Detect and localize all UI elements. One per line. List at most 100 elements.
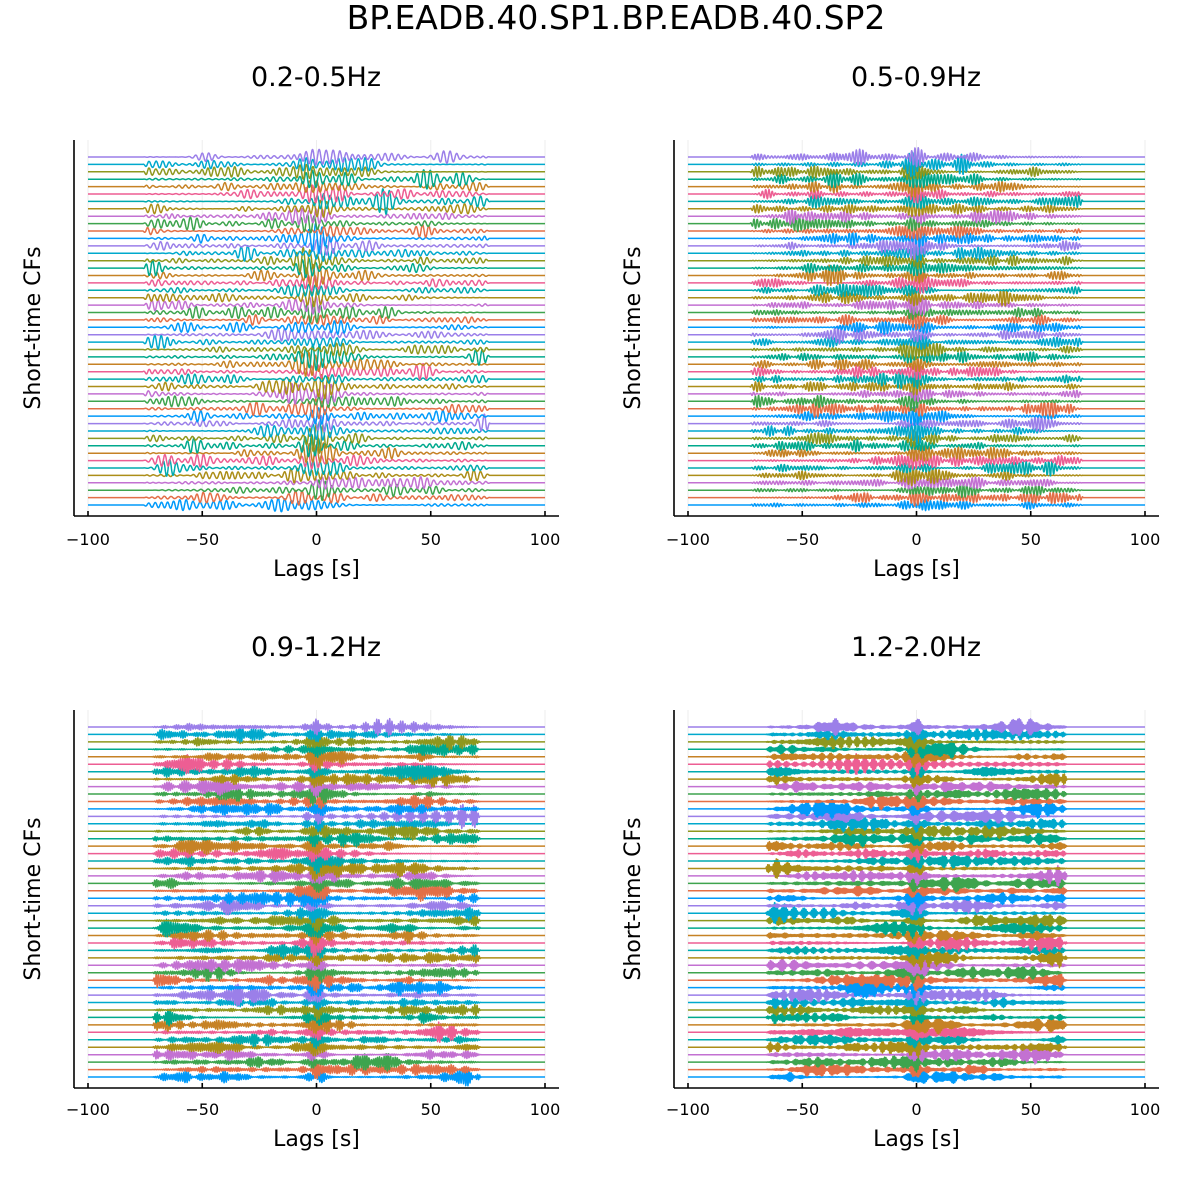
trace-35 xyxy=(88,244,546,262)
trace-2 xyxy=(88,1059,546,1080)
trace-20 xyxy=(688,356,1146,373)
trace-25 xyxy=(688,887,1146,909)
trace-46 xyxy=(688,729,1146,754)
trace-30 xyxy=(688,283,1146,298)
trace-30 xyxy=(88,283,546,297)
trace-14 xyxy=(88,397,546,420)
trace-45 xyxy=(88,169,546,190)
trace-2 xyxy=(88,489,546,506)
trace-13 xyxy=(688,975,1146,999)
trace-9 xyxy=(688,1009,1146,1025)
trace-15 xyxy=(688,390,1146,413)
trace-35 xyxy=(88,815,546,833)
trace-22 xyxy=(688,913,1146,928)
x-tick-label: −50 xyxy=(185,1100,219,1119)
x-tick-label: 0 xyxy=(311,530,321,549)
trace-46 xyxy=(88,732,546,751)
trace-8 xyxy=(688,1015,1146,1035)
trace-16 xyxy=(688,953,1146,977)
trace-13 xyxy=(688,406,1146,427)
trace-15 xyxy=(688,961,1146,984)
trace-10 xyxy=(88,422,546,454)
trace-21 xyxy=(688,350,1146,364)
trace-9 xyxy=(88,1008,546,1027)
trace-19 xyxy=(688,363,1146,381)
trace-15 xyxy=(88,394,546,409)
trace-42 xyxy=(688,764,1146,779)
trace-48 xyxy=(88,148,546,166)
trace-39 xyxy=(88,782,546,807)
x-tick-label: 0 xyxy=(311,1100,321,1119)
trace-18 xyxy=(688,368,1146,390)
trace-21 xyxy=(88,917,546,939)
trace-5 xyxy=(688,1036,1146,1059)
trace-34 xyxy=(88,821,546,841)
trace-21 xyxy=(688,917,1146,939)
trace-29 xyxy=(88,288,546,308)
trace-23 xyxy=(688,901,1146,925)
trace-12 xyxy=(88,983,546,1007)
trace-34 xyxy=(88,246,546,275)
trace-3 xyxy=(688,1051,1146,1073)
trace-10 xyxy=(688,429,1146,448)
trace-9 xyxy=(88,433,546,458)
trace-42 xyxy=(88,762,546,782)
trace-44 xyxy=(88,743,546,770)
trace-47 xyxy=(88,725,546,744)
trace-25 xyxy=(688,319,1146,335)
trace-40 xyxy=(688,777,1146,796)
trace-6 xyxy=(88,1030,546,1050)
x-axis-label: Lags [s] xyxy=(873,1127,960,1152)
trace-5 xyxy=(88,1037,546,1057)
trace-17 xyxy=(88,373,546,400)
trace-25 xyxy=(88,889,546,908)
trace-17 xyxy=(688,377,1146,396)
trace-18 xyxy=(88,373,546,386)
trace-12 xyxy=(688,415,1146,432)
trace-16 xyxy=(688,385,1146,402)
trace-39 xyxy=(88,213,546,234)
y-axis-label: Short-time CFs xyxy=(21,246,46,409)
trace-36 xyxy=(88,236,546,256)
trace-22 xyxy=(88,342,546,357)
trace-11 xyxy=(88,421,546,441)
trace-43 xyxy=(88,184,546,204)
trace-7 xyxy=(688,1023,1146,1042)
trace-31 xyxy=(88,844,546,863)
trace-19 xyxy=(88,362,546,381)
trace-3 xyxy=(88,479,546,502)
trace-33 xyxy=(88,258,546,279)
trace-6 xyxy=(688,459,1146,477)
trace-11 xyxy=(88,994,546,1011)
x-tick-label: −100 xyxy=(66,530,110,549)
trace-41 xyxy=(688,770,1146,789)
trace-16 xyxy=(88,957,546,974)
panel-title: 0.5-0.9Hz xyxy=(851,62,981,93)
trace-28 xyxy=(688,864,1146,887)
trace-34 xyxy=(688,821,1146,842)
trace-14 xyxy=(688,399,1146,418)
trace-27 xyxy=(688,304,1146,321)
trace-37 xyxy=(88,801,546,817)
x-tick-label: 50 xyxy=(1021,1100,1041,1119)
trace-13 xyxy=(88,978,546,998)
trace-1 xyxy=(688,498,1146,512)
trace-28 xyxy=(88,867,546,885)
trace-44 xyxy=(688,175,1146,198)
trace-43 xyxy=(688,752,1146,776)
trace-8 xyxy=(88,1015,546,1035)
trace-4 xyxy=(688,1044,1146,1065)
trace-32 xyxy=(88,837,546,856)
trace-35 xyxy=(688,814,1146,833)
trace-23 xyxy=(88,334,546,350)
trace-41 xyxy=(88,770,546,788)
trace-40 xyxy=(88,207,546,226)
trace-31 xyxy=(688,271,1146,295)
trace-2 xyxy=(688,1061,1146,1078)
trace-47 xyxy=(688,151,1146,178)
trace-4 xyxy=(688,475,1146,490)
trace-1 xyxy=(88,1067,546,1087)
trace-30 xyxy=(688,852,1146,870)
panel-3: −100 −50 0 50 100 0.9-1.2Hz Lags [s] Short-time… xyxy=(21,632,560,1152)
trace-46 xyxy=(88,163,546,180)
